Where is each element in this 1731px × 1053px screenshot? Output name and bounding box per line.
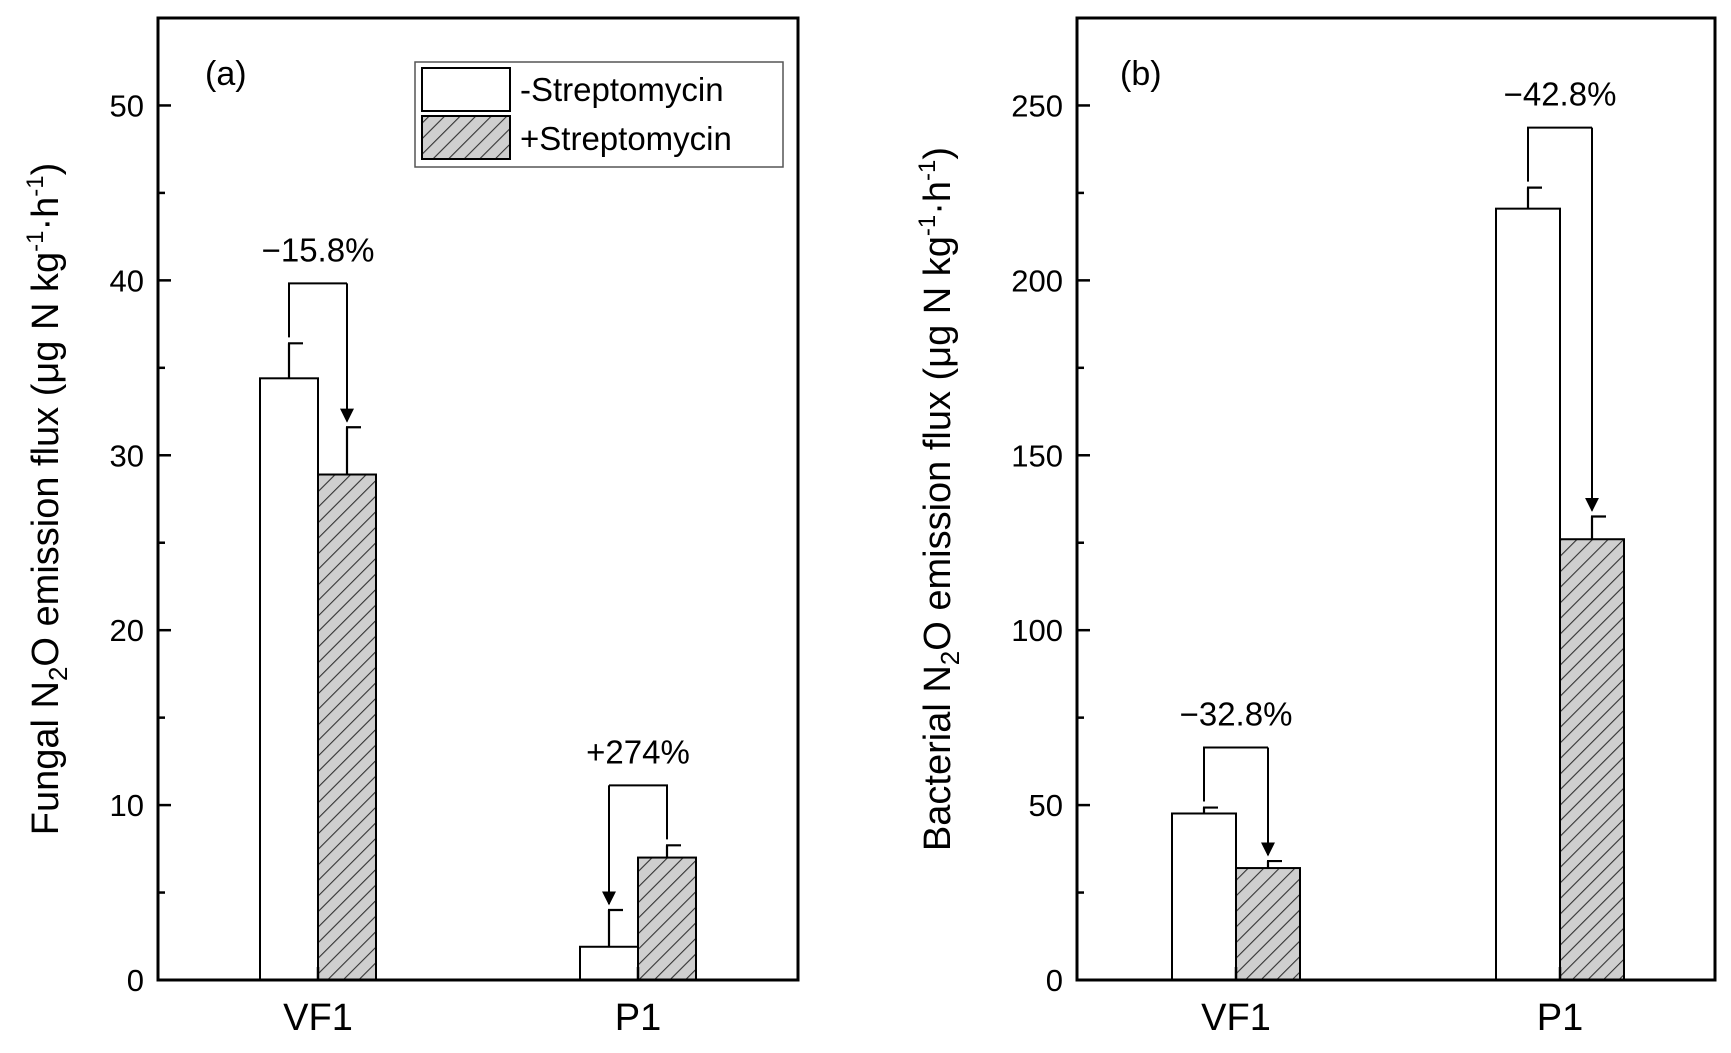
annotations-a: −15.8% +274% <box>262 231 690 906</box>
error-bar <box>287 342 303 379</box>
bar <box>1171 812 1237 982</box>
bar <box>317 473 377 981</box>
y-axis-label-a: Fungal N2O emission flux (μg N kg-1·h-1) <box>22 163 73 836</box>
x-category-label: VF1 <box>283 997 353 1039</box>
bar <box>1559 538 1625 981</box>
y-tick-label: 10 <box>110 788 144 823</box>
y-tick-label: 30 <box>110 438 144 473</box>
y-tick-label: 150 <box>1011 438 1063 473</box>
annotation-bracket <box>288 282 347 338</box>
annotation-label: −32.8% <box>1180 696 1293 733</box>
legend-label-open: -Streptomycin <box>520 71 724 108</box>
legend-swatch-open <box>421 67 511 112</box>
bar <box>637 856 697 982</box>
error-bar <box>1590 515 1606 540</box>
y-tick-label: 0 <box>1046 963 1063 998</box>
x-axis-ticks-a: VF1 P1 <box>283 967 661 1039</box>
chart-panel-a: 0 10 20 30 40 50 VF1 P1 −15.8% +274% (a) -Strep… <box>22 16 800 1039</box>
annotation-label: −15.8% <box>262 231 375 268</box>
annotation-bracket <box>1203 746 1268 802</box>
error-bars-b <box>1202 186 1606 869</box>
error-bar <box>1202 806 1218 814</box>
legend-swatch-hatch <box>421 115 511 160</box>
y-tick-label: 50 <box>1029 788 1063 823</box>
x-category-label: P1 <box>615 997 661 1039</box>
bars-a <box>259 377 697 982</box>
x-axis-ticks-b: VF1 P1 <box>1201 967 1583 1039</box>
bars-b <box>1171 207 1625 982</box>
error-bar <box>665 844 681 858</box>
bar <box>579 945 639 981</box>
error-bar <box>1266 859 1282 869</box>
plot-frame-b <box>1075 16 1717 982</box>
bar <box>1495 207 1561 982</box>
annotation-label: +274% <box>586 733 690 770</box>
bar <box>259 377 319 981</box>
y-tick-label: 40 <box>110 263 144 298</box>
panel-label-a: (a) <box>205 55 247 93</box>
y-axis-ticks-a: 0 10 20 30 40 50 <box>110 16 171 998</box>
y-axis-label-b: Bacterial N2O emission flux (μg N kg-1·h… <box>914 147 965 851</box>
error-bar <box>607 908 623 947</box>
bar <box>1235 867 1301 981</box>
annotations-b: −32.8% −42.8% <box>1180 76 1617 857</box>
panel-label-b: (b) <box>1120 55 1162 93</box>
annotation-label: −42.8% <box>1504 76 1617 113</box>
y-tick-label: 20 <box>110 613 144 648</box>
error-bar <box>345 426 361 475</box>
y-tick-label: 50 <box>110 88 144 123</box>
y-tick-label: 100 <box>1011 613 1063 648</box>
plot-frame-a <box>156 16 800 982</box>
x-category-label: VF1 <box>1201 997 1271 1039</box>
annotation-bracket <box>609 784 668 840</box>
error-bars-a <box>287 342 681 947</box>
annotation-bracket <box>1527 126 1592 182</box>
y-tick-label: 250 <box>1011 88 1063 123</box>
legend: -Streptomycin +Streptomycin <box>414 61 784 168</box>
y-tick-label: 0 <box>127 963 144 998</box>
y-tick-label: 200 <box>1011 263 1063 298</box>
x-category-label: P1 <box>1537 997 1583 1039</box>
legend-label-hatch: +Streptomycin <box>520 120 732 157</box>
chart-panel-b: 0 50 100 150 200 250 VF1 P1 −32.8% −42.8% (b) B… <box>914 16 1717 1039</box>
error-bar <box>1526 186 1542 209</box>
